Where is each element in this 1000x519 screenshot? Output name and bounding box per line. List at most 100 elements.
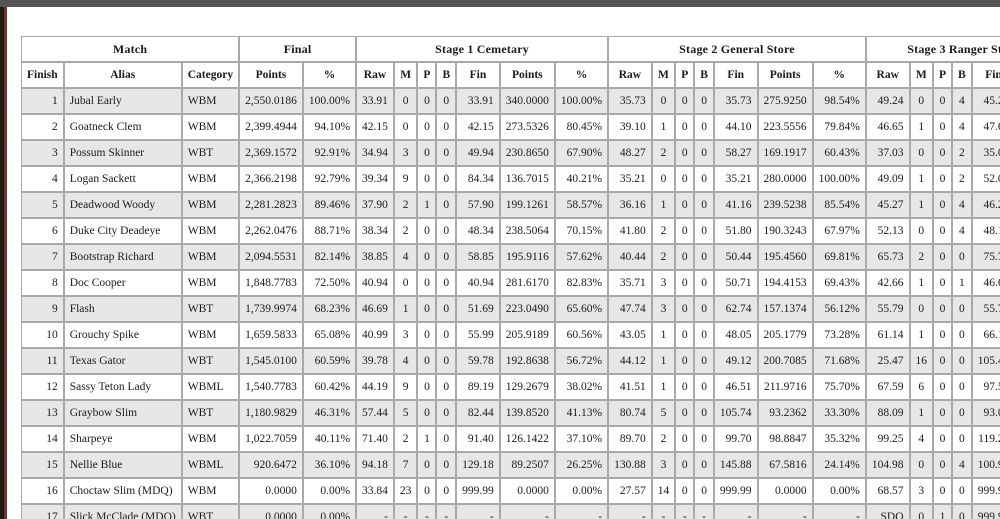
cell-s1-p: 0: [417, 374, 437, 400]
cell-s1-pct: 58.57%: [554, 192, 609, 218]
cell-s1-fin: 91.40: [456, 426, 500, 452]
cell-finish: 2: [21, 114, 64, 140]
col-header-s1-points[interactable]: Points: [499, 62, 555, 88]
cell-s1-raw: 94.18: [356, 452, 394, 478]
table-row: 5 Deadwood Woody WBM 2,281.2823 89.46% 37.90 2…: [21, 192, 1000, 218]
cell-s2-b: 0: [694, 140, 714, 166]
cell-s2-pct: -: [812, 504, 866, 519]
cell-s1-m: 7: [393, 452, 418, 478]
cell-s3-fin: 66.14: [971, 322, 1000, 348]
cell-s2-raw: 130.88: [608, 452, 652, 478]
col-header-final-pct[interactable]: %: [302, 62, 357, 88]
cell-final-pct: 92.91%: [302, 140, 357, 166]
cell-s3-p: 0: [933, 114, 953, 140]
cell-s2-pct: 100.00%: [812, 166, 866, 192]
cell-category: WBM: [181, 322, 240, 348]
col-header-s1-raw[interactable]: Raw: [356, 62, 394, 88]
table-row: 17 Slick McClade (MDQ) WBT 0.0000 0.00% - - - - -…: [21, 504, 1000, 519]
cell-s3-raw: 65.73: [865, 244, 910, 270]
col-header-s2-fin[interactable]: Fin: [713, 62, 758, 88]
cell-s3-raw: 42.66: [865, 270, 910, 296]
cell-s1-p: -: [417, 504, 437, 519]
table-row: 11 Texas Gator WBT 1,545.0100 60.59% 39.78 4 0 0…: [21, 348, 1000, 374]
cell-s1-p: 1: [417, 426, 437, 452]
col-header-s1-fin[interactable]: Fin: [456, 62, 500, 88]
cell-s2-pct: 24.14%: [812, 452, 866, 478]
cell-category: WBM: [181, 192, 240, 218]
cell-s2-p: 0: [675, 452, 695, 478]
cell-s1-fin: 49.94: [456, 140, 500, 166]
cell-s2-b: 0: [694, 452, 714, 478]
cell-alias: Possum Skinner: [63, 140, 182, 166]
cell-s3-m: 6: [909, 374, 934, 400]
cell-s2-points: 98.8847: [757, 426, 813, 452]
col-header-final-points[interactable]: Points: [239, 62, 303, 88]
col-header-s3-m[interactable]: M: [909, 62, 934, 88]
cell-s3-p: 0: [933, 296, 953, 322]
col-header-alias[interactable]: Alias: [63, 62, 182, 88]
cell-s3-m: 0: [909, 296, 934, 322]
cell-s1-pct: 26.25%: [554, 452, 609, 478]
cell-s3-raw: 46.65: [865, 114, 910, 140]
cell-s2-p: 0: [675, 140, 695, 166]
cell-s2-fin: 46.51: [713, 374, 758, 400]
cell-s3-p: 0: [933, 374, 953, 400]
cell-s2-fin: 35.73: [713, 88, 758, 114]
cell-s1-m: 9: [393, 166, 418, 192]
cell-s2-raw: -: [608, 504, 652, 519]
cell-s2-pct: 98.54%: [812, 88, 866, 114]
cell-s3-p: 1: [933, 504, 953, 519]
col-header-finish[interactable]: Finish: [21, 62, 64, 88]
cell-finish: 7: [21, 244, 64, 270]
col-header-s1-b[interactable]: B: [436, 62, 457, 88]
col-header-s2-pct[interactable]: %: [812, 62, 866, 88]
cell-s1-pct: 38.02%: [554, 374, 609, 400]
cell-s3-m: 0: [909, 452, 934, 478]
cell-s2-p: 0: [675, 270, 695, 296]
cell-final-points: 1,659.5833: [239, 322, 303, 348]
col-header-s1-m[interactable]: M: [393, 62, 418, 88]
col-header-s2-b[interactable]: B: [694, 62, 714, 88]
cell-s1-fin: 82.44: [456, 400, 500, 426]
cell-s2-raw: 35.71: [608, 270, 652, 296]
cell-category: WBM: [181, 166, 240, 192]
cell-s2-p: 0: [675, 244, 695, 270]
cell-s2-b: 0: [694, 114, 714, 140]
col-header-s3-b[interactable]: B: [952, 62, 972, 88]
col-header-s3-raw[interactable]: Raw: [865, 62, 910, 88]
table-row: 1 Jubal Early WBM 2,550.0186 100.00% 33.91 0 0 0…: [21, 88, 1000, 114]
cell-s2-p: 0: [675, 426, 695, 452]
cell-s1-points: 238.5064: [499, 218, 555, 244]
cell-s3-p: 0: [933, 192, 953, 218]
window-left-edge: [0, 7, 4, 519]
cell-s3-fin: 999.99: [971, 504, 1000, 519]
cell-category: WBM: [181, 270, 240, 296]
table-row: 6 Duke City Deadeye WBM 2,262.0476 88.71% 38.…: [21, 218, 1000, 244]
cell-final-pct: 0.00%: [302, 478, 357, 504]
col-header-s2-p[interactable]: P: [675, 62, 695, 88]
col-header-category[interactable]: Category: [181, 62, 240, 88]
cell-final-points: 2,281.2823: [239, 192, 303, 218]
cell-s3-fin: 55.79: [971, 296, 1000, 322]
col-header-s2-points[interactable]: Points: [757, 62, 813, 88]
col-header-s3-p[interactable]: P: [933, 62, 953, 88]
col-header-s2-m[interactable]: M: [651, 62, 676, 88]
cell-finish: 12: [21, 374, 64, 400]
cell-s3-m: 1: [909, 322, 934, 348]
col-header-s1-p[interactable]: P: [417, 62, 437, 88]
cell-s2-p: 0: [675, 478, 695, 504]
cell-s1-m: 2: [393, 192, 418, 218]
cell-s3-b: 4: [952, 192, 972, 218]
col-header-s3-fin[interactable]: Fin: [971, 62, 1000, 88]
cell-s2-p: 0: [675, 400, 695, 426]
cell-s1-b: 0: [436, 374, 457, 400]
cell-s3-m: 2: [909, 244, 934, 270]
col-header-s1-pct[interactable]: %: [554, 62, 609, 88]
col-header-s2-raw[interactable]: Raw: [608, 62, 652, 88]
cell-s3-p: 0: [933, 166, 953, 192]
cell-s3-p: 0: [933, 270, 953, 296]
cell-final-points: 1,540.7783: [239, 374, 303, 400]
cell-s1-raw: 40.99: [356, 322, 394, 348]
cell-final-pct: 68.23%: [302, 296, 357, 322]
cell-s1-p: 0: [417, 166, 437, 192]
